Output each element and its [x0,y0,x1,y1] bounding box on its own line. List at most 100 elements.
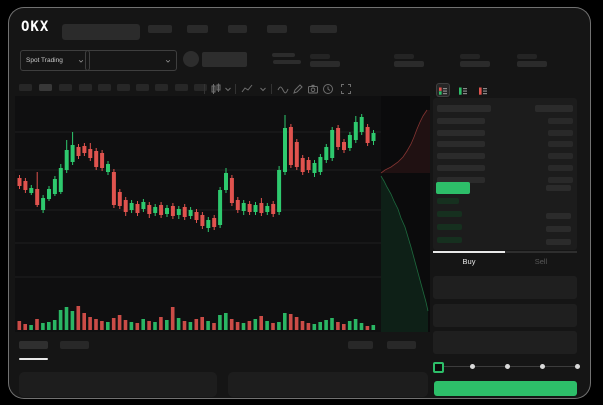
search-input[interactable] [62,24,140,40]
timeframe-button[interactable] [59,84,72,91]
volume-bar [212,323,216,330]
bid-price-bar[interactable] [437,198,459,204]
timeframe-button[interactable] [194,84,207,91]
volume-bar [82,313,86,330]
market-mode-dropdown[interactable]: Spot Trading [20,50,90,71]
coin-avatar [183,51,199,67]
last-price-badge[interactable] [436,182,470,194]
volume-bar [41,323,45,330]
candle-body [176,209,181,215]
volume-bar [347,321,352,330]
slider-step-dot[interactable] [469,364,475,369]
ask-price-bar[interactable] [437,129,485,136]
price-sub-placeholder [273,60,301,64]
price-field[interactable] [433,304,577,327]
chevron-down-icon[interactable] [259,85,267,93]
stat-value-placeholder [310,61,340,67]
volume-bar [247,321,252,330]
orderbook-mode-combined-icon[interactable] [437,84,449,96]
nav-item-placeholder[interactable] [148,25,172,33]
ask-price-bar[interactable] [437,164,485,171]
bottom-tab-placeholder[interactable] [60,341,89,349]
orders-panel-placeholder[interactable] [19,372,217,397]
amount-field[interactable] [433,331,577,354]
bottom-right-control-placeholder[interactable] [387,341,416,349]
candle-body [212,218,217,227]
candle-body [41,198,46,210]
history-clock-icon[interactable] [322,83,334,95]
volume-bar [153,322,157,330]
bid-price-bar[interactable] [437,224,462,230]
slider-step-dot[interactable] [574,364,580,369]
timeframe-button[interactable] [175,84,188,91]
tab-sell[interactable]: Sell [505,254,577,268]
candle-style-icon[interactable] [210,83,222,95]
volume-bar [176,318,181,330]
pair-selector-dropdown[interactable] [85,50,177,71]
bid-price-bar[interactable] [437,211,462,217]
volume-bar [283,313,287,330]
buy-submit-button[interactable] [434,381,577,396]
stat-label-placeholder [460,54,480,59]
bottom-tab-placeholder[interactable] [19,341,48,349]
ask-amount-bar [548,164,573,171]
volume-bar [259,316,263,330]
screenshot-camera-icon[interactable] [307,83,319,95]
candle-body [371,133,376,141]
slider-step-dot[interactable] [539,364,545,369]
candle-body [159,205,164,215]
ask-amount-bar [548,118,573,124]
candle-body [106,164,110,172]
candle-body [82,146,87,153]
volume-bar [35,319,39,330]
volume-bar [336,322,340,330]
last-price-amount [546,185,571,191]
order-type-field[interactable] [433,276,577,299]
ask-amount-bar [548,129,573,136]
toolbar-divider [235,84,236,94]
ask-price-bar[interactable] [437,141,485,148]
orderbook-mode-bids-icon[interactable] [457,84,469,96]
history-panel-placeholder[interactable] [228,372,428,397]
fullscreen-expand-icon[interactable] [340,83,352,95]
pair-name-placeholder [202,52,247,67]
timeframe-button[interactable] [98,84,111,91]
bid-price-bar[interactable] [437,237,462,243]
orderbook-mode-asks-icon[interactable] [477,84,489,96]
ask-price-bar[interactable] [437,118,485,124]
timeframe-button[interactable] [136,84,149,91]
volume-bar [94,319,98,330]
amount-slider-handle[interactable] [433,362,444,373]
timeframe-button[interactable] [19,84,32,91]
bottom-right-control-placeholder[interactable] [348,341,373,349]
volume-bar [88,317,92,330]
nav-item-placeholder[interactable] [187,25,208,33]
timeframe-button[interactable] [117,84,130,91]
candle-body [271,204,276,214]
nav-item-placeholder[interactable] [267,25,287,33]
timeframe-button[interactable] [39,84,52,91]
slider-step-dot[interactable] [504,364,510,369]
timeframe-button[interactable] [155,84,168,91]
timeframe-button[interactable] [79,84,92,91]
price-chart[interactable] [15,96,430,332]
volume-bar [100,321,104,330]
candle-body [353,122,358,140]
volume-bar [241,323,246,330]
candlestick-chart-canvas[interactable] [15,96,430,332]
ask-price-bar[interactable] [437,176,485,183]
chevron-down-icon[interactable] [224,85,232,93]
indicators-icon[interactable] [241,83,253,95]
candle-body [206,220,211,228]
nav-item-placeholder[interactable] [228,25,247,33]
draw-pencil-icon[interactable] [292,83,304,95]
nav-item-placeholder[interactable] [310,25,337,33]
depth-ask-line [380,109,428,174]
line-tool-icon[interactable] [277,83,289,95]
tab-buy[interactable]: Buy [433,254,505,268]
bid-amount-bar [546,239,571,245]
tab-buy-label: Buy [462,256,476,266]
ask-price-bar[interactable] [437,153,485,160]
candle-body [218,190,223,225]
